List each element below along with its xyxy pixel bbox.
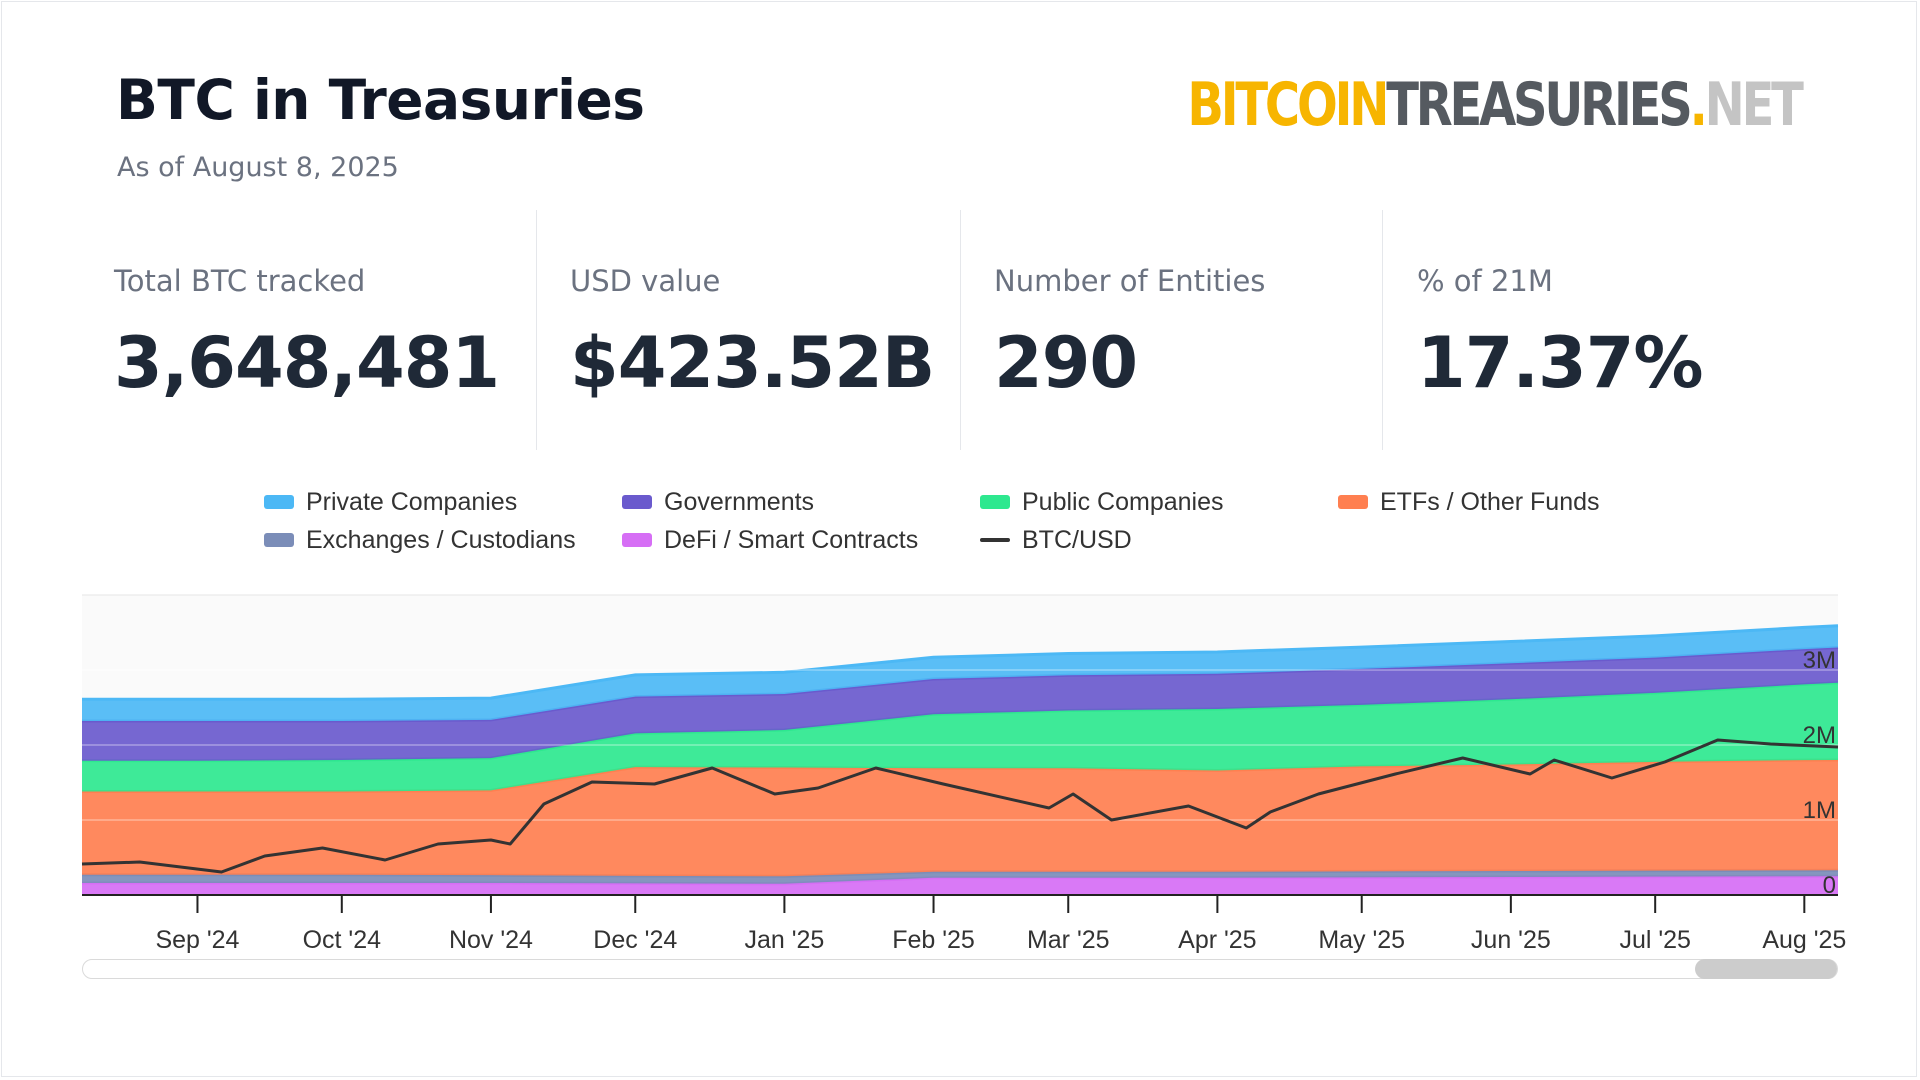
logo-text-net: NET	[1704, 70, 1804, 140]
stat-value: 290	[994, 322, 1138, 404]
scrollbar-thumb[interactable]	[1695, 959, 1837, 979]
stats-row: Total BTC tracked 3,648,481 USD value $4…	[114, 210, 1804, 450]
page-title: BTC in Treasuries	[116, 68, 645, 132]
stat-divider	[536, 210, 537, 450]
stat-value: $423.52B	[570, 322, 935, 404]
stat-value: 3,648,481	[114, 322, 500, 404]
chart-legend: Private Companies Governments Public Com…	[264, 486, 1664, 566]
legend-label: ETFs / Other Funds	[1380, 487, 1600, 516]
legend-swatch	[264, 495, 294, 509]
area-governments	[82, 647, 1838, 761]
x-tick-label: Aug '25	[1762, 926, 1846, 954]
y-tick-label: 2M	[1803, 722, 1836, 749]
logo-dot: .	[1689, 70, 1708, 140]
stat-value: 17.37%	[1417, 322, 1704, 404]
legend-item-defi[interactable]: DeFi / Smart Contracts	[622, 524, 918, 556]
legend-item-private-companies[interactable]: Private Companies	[264, 486, 517, 518]
legend-label: BTC/USD	[1022, 525, 1132, 554]
legend-swatch	[622, 533, 652, 547]
area-etfs-other-funds	[82, 760, 1838, 877]
area-public-companies	[82, 682, 1838, 792]
legend-item-public-companies[interactable]: Public Companies	[980, 486, 1224, 518]
stat-divider	[1382, 210, 1383, 450]
legend-swatch	[980, 538, 1010, 542]
legend-label: Public Companies	[1022, 487, 1224, 516]
legend-swatch	[264, 533, 294, 547]
stat-divider	[960, 210, 961, 450]
legend-swatch	[980, 495, 1010, 509]
area-defi-smart-contracts	[82, 876, 1838, 895]
legend-item-governments[interactable]: Governments	[622, 486, 814, 518]
legend-label: Exchanges / Custodians	[306, 525, 576, 554]
legend-item-etfs[interactable]: ETFs / Other Funds	[1338, 486, 1600, 518]
x-tick-label: Nov '24	[449, 926, 533, 954]
area-edge-private-companies	[82, 624, 1839, 701]
legend-item-btc-usd[interactable]: BTC/USD	[980, 524, 1132, 556]
area-exchanges-custodians	[82, 870, 1838, 884]
x-tick-label: Jan '25	[744, 926, 824, 954]
chart-range-scrollbar[interactable]	[82, 959, 1838, 979]
legend-label: Governments	[664, 487, 815, 516]
stat-label: Total BTC tracked	[114, 264, 366, 298]
legend-item-exchanges[interactable]: Exchanges / Custodians	[264, 524, 576, 556]
area-private-companies	[82, 625, 1838, 721]
y-tick-label: 0	[1823, 872, 1836, 899]
legend-swatch	[1338, 495, 1368, 509]
x-tick-label: May '25	[1318, 926, 1405, 954]
x-tick-label: Jul '25	[1619, 926, 1690, 954]
x-tick-label: Feb '25	[892, 926, 975, 954]
x-tick-label: Dec '24	[593, 926, 677, 954]
btc-usd-line	[81, 738, 1839, 874]
stat-label: Number of Entities	[994, 264, 1266, 298]
y-tick-label: 1M	[1803, 797, 1836, 824]
stat-label: USD value	[570, 264, 721, 298]
logo-text-treasuries: TREASURIES	[1386, 70, 1693, 140]
legend-label: Private Companies	[306, 487, 518, 516]
x-tick-label: Mar '25	[1027, 926, 1110, 954]
bitcoin-treasuries-logo[interactable]: BITCOINTREASURIES.NET	[1187, 70, 1805, 140]
legend-label: DeFi / Smart Contracts	[664, 525, 919, 554]
x-tick-label: Oct '24	[303, 926, 382, 954]
legend-swatch	[622, 495, 652, 509]
page-subtitle: As of August 8, 2025	[117, 152, 399, 183]
x-tick-label: Sep '24	[155, 926, 239, 954]
y-tick-label: 3M	[1803, 647, 1836, 674]
x-tick-label: Apr '25	[1178, 926, 1256, 954]
logo-text-bitcoin: BITCOIN	[1187, 70, 1390, 140]
x-tick-label: Jun '25	[1471, 926, 1551, 954]
stat-label: % of 21M	[1417, 264, 1553, 298]
